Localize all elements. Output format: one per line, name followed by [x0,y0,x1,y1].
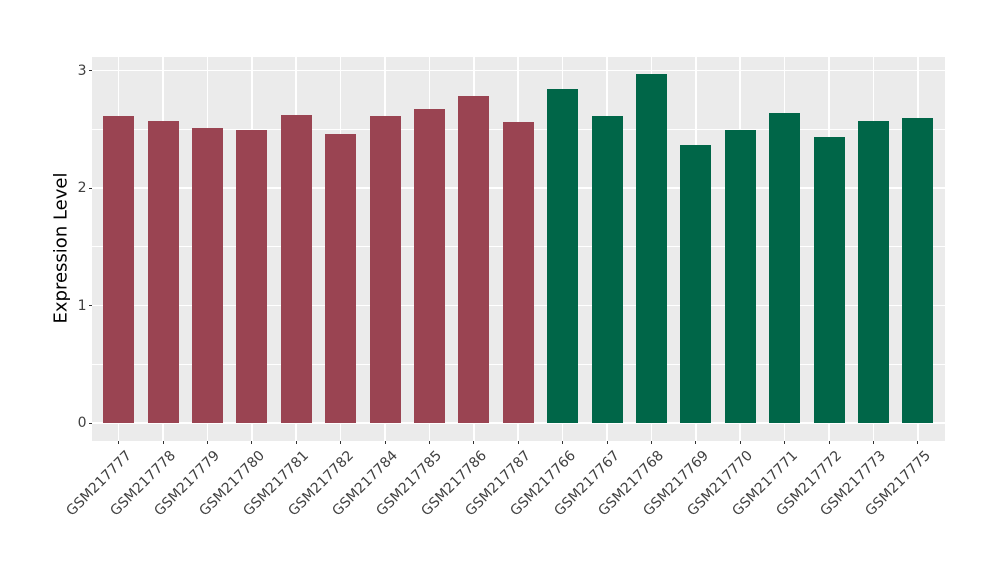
plot-panel [92,56,945,441]
bar-GSM217780 [236,130,268,423]
x-tick-mark [517,440,519,444]
bar-GSM217787 [502,122,534,423]
x-tick-mark [473,440,475,444]
bar-GSM217768 [635,74,667,423]
bar-GSM217777 [103,116,135,423]
x-tick-mark [739,440,741,444]
y-tick-mark [88,187,92,189]
y-tick-label: 0 [77,415,87,431]
x-tick-mark [917,440,919,444]
x-tick-mark [650,440,652,444]
x-tick-mark [562,440,564,444]
bar-GSM217779 [191,128,223,423]
x-tick-mark [606,440,608,444]
bar-GSM217767 [591,116,623,423]
x-tick-mark [828,440,830,444]
bar-GSM217781 [280,115,312,423]
y-tick-label: 1 [77,297,87,314]
bar-GSM217769 [680,144,712,423]
x-tick-mark [428,440,430,444]
bar-GSM217784 [369,116,401,423]
x-tick-mark [340,440,342,444]
bar-GSM217773 [857,121,889,423]
y-tick-label: 3 [77,62,87,79]
bar-GSM217778 [147,121,179,423]
bar-GSM217786 [458,96,490,423]
x-tick-mark [251,440,253,444]
bar-GSM217766 [547,89,579,423]
x-tick-mark [695,440,697,444]
y-tick-mark [88,422,92,424]
y-tick-label: 2 [77,180,87,196]
bar-GSM217772 [813,137,845,423]
y-tick-mark [88,305,92,306]
bar-GSM217771 [769,112,801,423]
x-tick-mark [872,440,874,444]
x-tick-mark [784,440,786,444]
bar-GSM217785 [413,109,445,423]
x-tick-mark [118,440,120,444]
bar-GSM217782 [325,133,357,423]
bar-GSM217775 [902,117,934,423]
bar-GSM217770 [724,130,756,423]
x-tick-mark [384,440,386,444]
y-tick-mark [88,70,92,71]
x-tick-mark [295,440,297,444]
x-tick-mark [206,440,208,444]
x-tick-mark [162,440,164,444]
